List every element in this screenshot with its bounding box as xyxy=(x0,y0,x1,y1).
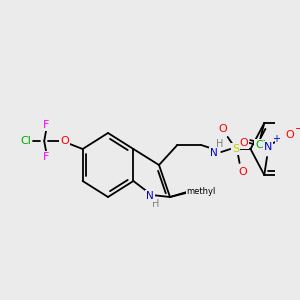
Text: +: + xyxy=(272,134,280,144)
Text: O: O xyxy=(286,130,294,140)
Text: Cl: Cl xyxy=(255,140,266,150)
Text: O: O xyxy=(240,138,248,148)
Text: −: − xyxy=(294,124,300,134)
Text: N: N xyxy=(210,148,218,158)
Text: N: N xyxy=(146,191,154,201)
Text: Cl: Cl xyxy=(20,136,31,146)
Text: H: H xyxy=(152,199,159,209)
Text: O: O xyxy=(238,167,247,177)
Text: O: O xyxy=(60,136,69,146)
Text: H: H xyxy=(216,139,223,149)
Text: N: N xyxy=(264,142,272,152)
Text: O: O xyxy=(219,124,227,134)
Text: S: S xyxy=(232,144,239,154)
Text: methyl: methyl xyxy=(186,187,216,196)
Text: F: F xyxy=(43,152,49,162)
Text: F: F xyxy=(43,120,49,130)
